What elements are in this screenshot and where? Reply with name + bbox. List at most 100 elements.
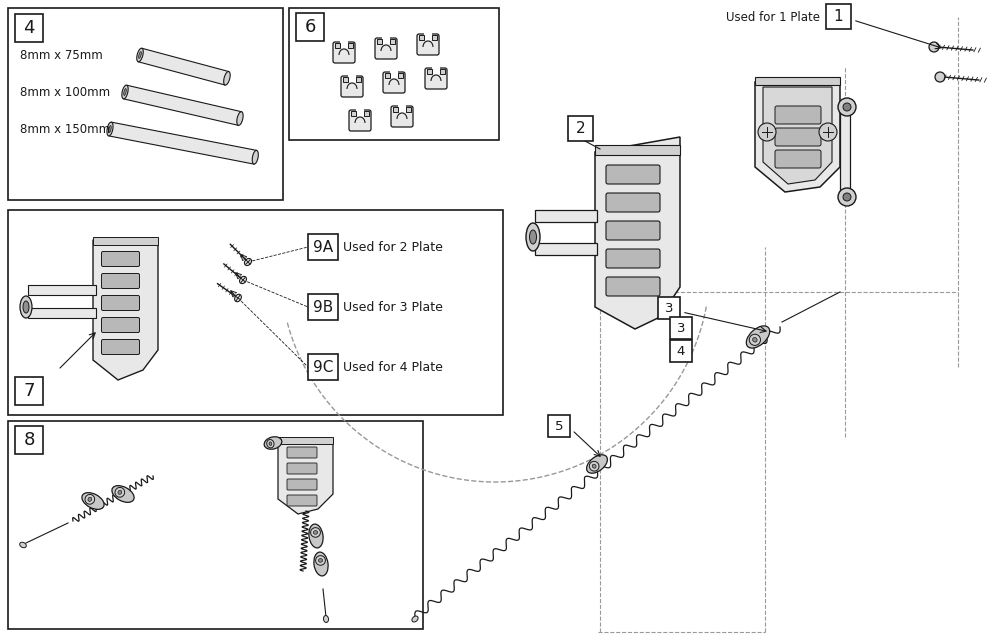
Ellipse shape — [124, 89, 126, 96]
FancyBboxPatch shape — [425, 68, 447, 89]
Bar — [348, 74, 356, 82]
Bar — [385, 73, 390, 78]
Bar — [398, 73, 403, 78]
FancyBboxPatch shape — [333, 42, 355, 63]
Polygon shape — [278, 439, 333, 514]
Ellipse shape — [88, 497, 92, 501]
Ellipse shape — [318, 559, 323, 562]
Bar — [419, 35, 424, 40]
Bar — [390, 70, 398, 78]
Bar — [289, 8, 499, 140]
Ellipse shape — [412, 616, 418, 622]
Ellipse shape — [838, 98, 856, 116]
FancyBboxPatch shape — [102, 317, 140, 333]
Bar — [8, 421, 423, 629]
FancyBboxPatch shape — [775, 106, 821, 124]
Circle shape — [819, 123, 837, 141]
Ellipse shape — [115, 487, 125, 497]
Bar — [308, 294, 338, 320]
Bar — [670, 340, 692, 362]
Ellipse shape — [112, 485, 134, 503]
Ellipse shape — [267, 440, 274, 448]
Bar — [356, 108, 364, 116]
Bar — [440, 69, 445, 74]
Bar — [348, 43, 353, 48]
FancyBboxPatch shape — [775, 128, 821, 146]
Ellipse shape — [838, 188, 856, 206]
Text: Used for 4 Plate: Used for 4 Plate — [343, 361, 443, 373]
Ellipse shape — [935, 72, 945, 82]
Text: 8mm x 150mm: 8mm x 150mm — [20, 122, 110, 136]
Bar — [393, 107, 398, 112]
Text: 6: 6 — [304, 18, 316, 36]
Ellipse shape — [526, 223, 540, 251]
Bar — [432, 66, 440, 74]
Bar — [377, 39, 382, 44]
Polygon shape — [755, 82, 840, 192]
Ellipse shape — [592, 464, 596, 468]
FancyBboxPatch shape — [349, 110, 371, 131]
Bar — [382, 36, 390, 44]
FancyBboxPatch shape — [391, 106, 413, 127]
Ellipse shape — [237, 111, 243, 125]
Text: Used for 2 Plate: Used for 2 Plate — [343, 241, 443, 254]
Text: 9C: 9C — [313, 359, 333, 375]
Bar — [308, 354, 338, 380]
Bar — [427, 69, 432, 74]
Bar — [670, 317, 692, 339]
FancyBboxPatch shape — [102, 273, 140, 289]
Polygon shape — [93, 240, 158, 380]
Ellipse shape — [311, 527, 320, 537]
Bar — [343, 77, 348, 82]
Bar — [755, 77, 840, 85]
Bar — [535, 210, 597, 222]
Ellipse shape — [137, 48, 143, 62]
Ellipse shape — [314, 552, 328, 576]
Polygon shape — [763, 87, 832, 184]
Bar — [658, 297, 680, 319]
Polygon shape — [595, 137, 680, 329]
Bar — [335, 43, 340, 48]
Text: Used for 1 Plate: Used for 1 Plate — [726, 10, 820, 24]
FancyBboxPatch shape — [606, 221, 660, 240]
FancyBboxPatch shape — [775, 150, 821, 168]
Bar — [424, 32, 432, 40]
Bar — [28, 308, 96, 318]
Ellipse shape — [589, 461, 599, 471]
Bar — [296, 13, 324, 41]
Ellipse shape — [107, 122, 113, 136]
Bar — [840, 107, 850, 197]
Text: 4: 4 — [23, 19, 35, 37]
FancyBboxPatch shape — [102, 252, 140, 266]
Ellipse shape — [23, 301, 29, 313]
Bar — [15, 377, 43, 405]
Bar — [278, 437, 333, 444]
Ellipse shape — [587, 455, 607, 473]
FancyBboxPatch shape — [606, 277, 660, 296]
FancyBboxPatch shape — [287, 447, 317, 458]
Text: 9B: 9B — [313, 299, 333, 315]
Text: 4: 4 — [677, 345, 685, 357]
Ellipse shape — [843, 103, 851, 111]
FancyBboxPatch shape — [606, 249, 660, 268]
Text: 8mm x 100mm: 8mm x 100mm — [20, 85, 110, 99]
Ellipse shape — [118, 490, 122, 494]
Ellipse shape — [224, 71, 230, 85]
Bar — [595, 145, 680, 155]
Ellipse shape — [264, 437, 282, 449]
Ellipse shape — [20, 296, 32, 318]
Ellipse shape — [323, 615, 329, 622]
Bar — [8, 8, 283, 200]
FancyBboxPatch shape — [102, 296, 140, 310]
Bar — [356, 77, 361, 82]
FancyBboxPatch shape — [287, 495, 317, 506]
Ellipse shape — [309, 524, 323, 548]
Ellipse shape — [313, 531, 318, 534]
Text: 8mm x 75mm: 8mm x 75mm — [20, 48, 103, 62]
FancyBboxPatch shape — [417, 34, 439, 55]
Bar — [8, 210, 503, 415]
FancyBboxPatch shape — [606, 193, 660, 212]
Text: 8: 8 — [23, 431, 35, 449]
Text: Used for 3 Plate: Used for 3 Plate — [343, 301, 443, 313]
Ellipse shape — [749, 334, 760, 345]
